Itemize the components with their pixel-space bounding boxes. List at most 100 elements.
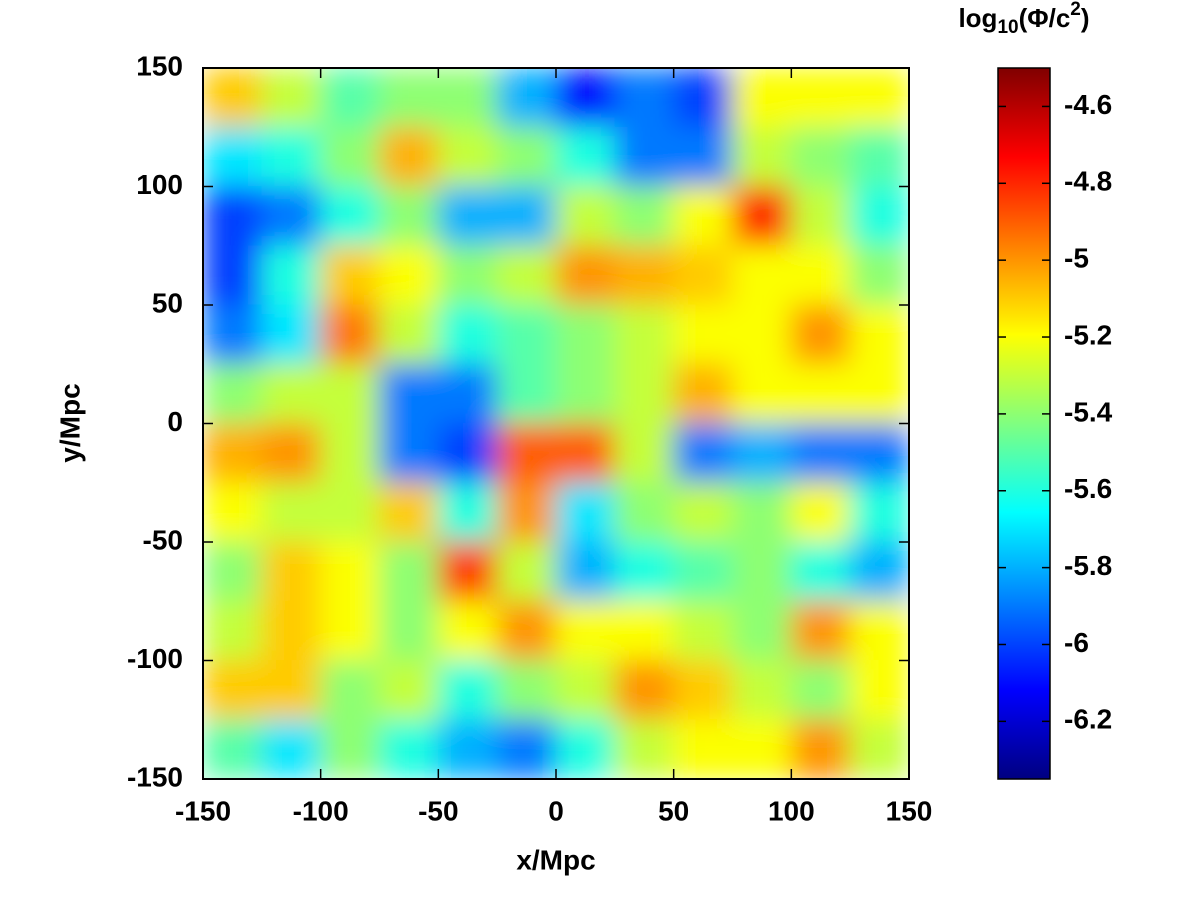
colorbar-tick-label: -5.2 xyxy=(1064,319,1112,350)
heatmap-cell xyxy=(555,363,616,424)
heatmap-cell xyxy=(437,186,498,247)
heatmap-cell xyxy=(496,719,557,779)
y-tick-label: 0 xyxy=(167,406,183,437)
label-part: ) xyxy=(1081,3,1090,33)
heatmap-cell xyxy=(203,186,263,247)
heatmap-cell xyxy=(790,660,851,721)
heatmap-cell xyxy=(496,245,557,306)
heatmap-cell xyxy=(203,482,263,543)
heatmap-cell xyxy=(673,660,733,721)
heatmap-cell xyxy=(379,304,439,365)
heatmap-cell xyxy=(790,68,851,128)
heatmap-cell xyxy=(379,719,439,779)
heatmap-cell xyxy=(555,68,616,128)
label-sub: 10 xyxy=(997,17,1018,38)
colorbar xyxy=(997,67,1051,780)
heatmap-cell xyxy=(614,126,675,187)
heatmap-cell xyxy=(379,363,439,424)
x-axis-label: x/Mpc xyxy=(516,844,595,875)
heatmap-cell xyxy=(673,719,733,779)
label-sup: 2 xyxy=(1070,0,1081,20)
colorbar-label: log10(Φ/c2) xyxy=(958,0,1089,38)
heatmap-cell xyxy=(437,126,498,187)
heatmap-cell xyxy=(673,541,733,602)
heatmap-cell xyxy=(496,600,557,661)
heatmap-cell xyxy=(320,68,380,128)
colorbar-tick-label: -4.6 xyxy=(1064,89,1112,120)
heatmap-cell xyxy=(379,186,439,247)
heatmap-cell xyxy=(203,68,263,128)
heatmap-cell xyxy=(203,541,263,602)
heatmap-cell xyxy=(555,719,616,779)
heatmap-cell xyxy=(379,245,439,306)
heatmap-cell xyxy=(732,482,792,543)
heatmap-cell xyxy=(673,363,733,424)
heatmap-cell xyxy=(496,304,557,365)
heatmap-cell xyxy=(320,126,380,187)
y-tick-label: 150 xyxy=(136,50,183,81)
heatmap-cell xyxy=(732,304,792,365)
heatmap-cell xyxy=(849,304,909,365)
heatmap-cell xyxy=(261,482,322,543)
heatmap-cell xyxy=(379,660,439,721)
heatmap-cell xyxy=(437,482,498,543)
colorbar-tick-label: -5.4 xyxy=(1064,396,1113,427)
heatmap-cell xyxy=(496,68,557,128)
heatmap-cell xyxy=(496,541,557,602)
heatmap-cell xyxy=(437,541,498,602)
colorbar-tick-label: -6.2 xyxy=(1064,704,1112,735)
heatmap-cell xyxy=(320,245,380,306)
heatmap-cell xyxy=(320,482,380,543)
heatmap-cell xyxy=(261,126,322,187)
heatmap-cells xyxy=(203,68,909,779)
heatmap-cell xyxy=(673,68,733,128)
heatmap-cell xyxy=(379,482,439,543)
heatmap-cell xyxy=(614,68,675,128)
heatmap-cell xyxy=(320,186,380,247)
heatmap-cell xyxy=(673,600,733,661)
heatmap-cell xyxy=(496,363,557,424)
heatmap-cell xyxy=(261,304,322,365)
heatmap-cell xyxy=(261,600,322,661)
heatmap-cell xyxy=(379,126,439,187)
heatmap-cell xyxy=(673,304,733,365)
heatmap-cell xyxy=(673,186,733,247)
heatmap-cell xyxy=(261,719,322,779)
heatmap-cell xyxy=(437,423,498,484)
label-part: (Φ/c xyxy=(1019,3,1071,33)
heatmap-cell xyxy=(614,304,675,365)
heatmap-cell xyxy=(496,482,557,543)
heatmap-cell xyxy=(379,541,439,602)
heatmap-cell xyxy=(790,304,851,365)
y-tick-label: -100 xyxy=(127,643,183,674)
heatmap-cell xyxy=(614,245,675,306)
heatmap-cell xyxy=(203,304,263,365)
y-tick-label: 100 xyxy=(136,169,183,200)
heatmap-cell xyxy=(437,660,498,721)
heatmap-cell xyxy=(261,186,322,247)
heatmap-cell xyxy=(790,126,851,187)
heatmap-cell xyxy=(437,68,498,128)
x-tick-label: 150 xyxy=(886,795,933,826)
x-tick-label: -100 xyxy=(293,795,349,826)
heatmap-cell xyxy=(614,719,675,779)
colorbar-tick-label: -5 xyxy=(1064,243,1089,274)
heatmap-cell xyxy=(614,363,675,424)
heatmap-cell xyxy=(437,719,498,779)
heatmap-cell xyxy=(261,541,322,602)
y-tick-label: -150 xyxy=(127,761,183,792)
heatmap-cell xyxy=(849,719,909,779)
heatmap-cell xyxy=(555,304,616,365)
heatmap-cell xyxy=(790,363,851,424)
heatmap-cell xyxy=(732,245,792,306)
heatmap-cell xyxy=(555,186,616,247)
heatmap-cell xyxy=(790,719,851,779)
heatmap-cell xyxy=(203,600,263,661)
heatmap-cell xyxy=(790,600,851,661)
heatmap-cell xyxy=(790,423,851,484)
heatmap-cell xyxy=(732,68,792,128)
heatmap-cell xyxy=(496,186,557,247)
colorbar-tick-label: -5.6 xyxy=(1064,473,1112,504)
heatmap-cell xyxy=(614,600,675,661)
